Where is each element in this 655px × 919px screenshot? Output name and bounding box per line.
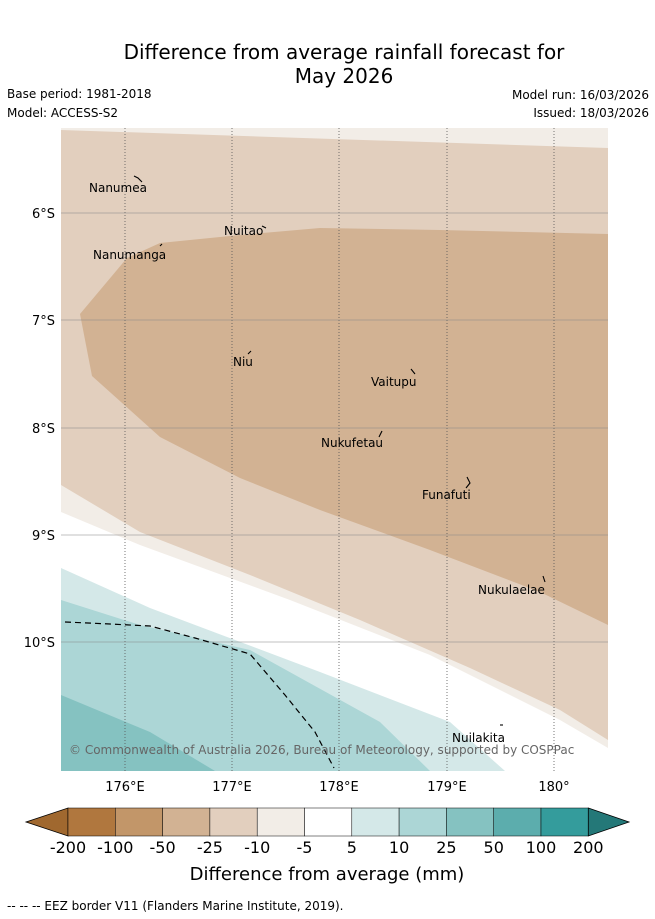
colorbar-tick-label: -100 — [97, 838, 133, 857]
title-line-2: May 2026 — [294, 64, 394, 88]
colorbar — [24, 807, 631, 837]
lon-label: 176°E — [105, 780, 145, 795]
colorbar-segment — [446, 807, 494, 837]
island-nukufetau — [378, 430, 383, 438]
issued-date: Issued: 18/03/2026 — [533, 106, 649, 120]
colorbar-tick-label: 25 — [436, 838, 456, 857]
place-label: Vaitupu — [371, 375, 417, 389]
island-nanumea — [133, 175, 143, 183]
colorbar-label: Difference from average (mm) — [190, 864, 465, 885]
island-funafuti — [465, 476, 471, 489]
island-vaitupu — [410, 368, 416, 375]
island-outlines — [133, 175, 546, 726]
latitude-labels: 6°S 7°S 8°S 9°S 10°S — [24, 207, 55, 651]
lon-label: 180° — [538, 780, 569, 795]
colorbar-segment — [162, 807, 211, 837]
colorbar-tick-label: 200 — [573, 838, 604, 857]
base-period: Base period: 1981-2018 — [7, 87, 152, 101]
colorbar-segment — [209, 807, 258, 837]
place-label: Funafuti — [422, 488, 471, 502]
colorbar-tick-label: -10 — [244, 838, 270, 857]
band-25-to-50 — [61, 695, 215, 771]
eez-border — [64, 621, 335, 769]
colorbar-extend-high — [587, 807, 631, 837]
colorbar-tick-label: -200 — [50, 838, 86, 857]
island-nuitao — [261, 225, 267, 229]
island-nanumanga — [159, 243, 163, 247]
title-line-1: Difference from average rainfall forecas… — [123, 40, 565, 64]
lat-label: 9°S — [32, 529, 55, 544]
longitude-labels: 176°E 177°E 178°E 179°E 180° — [105, 780, 569, 795]
colorbar-segment — [398, 807, 447, 837]
copyright-notice: © Commonwealth of Australia 2026, Bureau… — [69, 743, 574, 757]
lat-label: 6°S — [32, 207, 55, 222]
lat-label: 7°S — [32, 314, 55, 329]
place-label: Nanumanga — [93, 248, 166, 262]
colorbar-tick-label: 50 — [484, 838, 504, 857]
island-niu — [247, 350, 252, 355]
graticule-lat — [61, 212, 608, 643]
colorbar-tick-label: 10 — [389, 838, 409, 857]
lon-label: 178°E — [319, 780, 359, 795]
rainfall-map: Nanumea Nuitao Nanumanga Niu Vaitupu Nuk… — [61, 128, 608, 771]
lon-label: 177°E — [212, 780, 252, 795]
model-run: Model run: 16/03/2026 — [511, 88, 649, 102]
eez-legend: -- -- -- EEZ border V11 (Flanders Marine… — [7, 899, 344, 913]
colorbar-segment — [493, 807, 542, 837]
colorbar-segment — [540, 807, 589, 837]
colorbar-tick-label: 5 — [347, 838, 357, 857]
place-label: Niu — [233, 355, 253, 369]
graticule-lon — [124, 128, 555, 771]
place-label: Nuilakita — [452, 731, 505, 745]
place-label: Nanumea — [89, 181, 147, 195]
island-nukulaelae — [542, 575, 546, 583]
colorbar-tick-label: -50 — [150, 838, 176, 857]
lat-label: 10°S — [24, 636, 55, 651]
colorbar-tick-label: 100 — [526, 838, 557, 857]
colorbar-tick-label: -5 — [297, 838, 313, 857]
band-10-to-25 — [61, 600, 430, 771]
colorbar-ticks: -200 -100 -50 -25 -10 -5 5 10 25 50 100 200 — [50, 838, 604, 857]
colorbar-segment — [256, 807, 305, 837]
colorbar-segment — [67, 807, 116, 837]
lat-label: 8°S — [32, 422, 55, 437]
band-minus50-to-minus25 — [80, 228, 608, 625]
place-label: Nukufetau — [321, 436, 383, 450]
colorbar-segment — [304, 807, 353, 837]
colorbar-segment — [115, 807, 163, 837]
model-name: Model: ACCESS-S2 — [7, 106, 119, 120]
place-label: Nuitao — [224, 224, 263, 238]
place-label: Nukulaelae — [478, 583, 545, 597]
colorbar-segment — [351, 807, 400, 837]
chart-title: Difference from average rainfall forecas… — [0, 40, 655, 88]
colorbar-tick-label: -25 — [197, 838, 223, 857]
lon-label: 179°E — [427, 780, 467, 795]
colorbar-extend-low — [24, 807, 69, 837]
